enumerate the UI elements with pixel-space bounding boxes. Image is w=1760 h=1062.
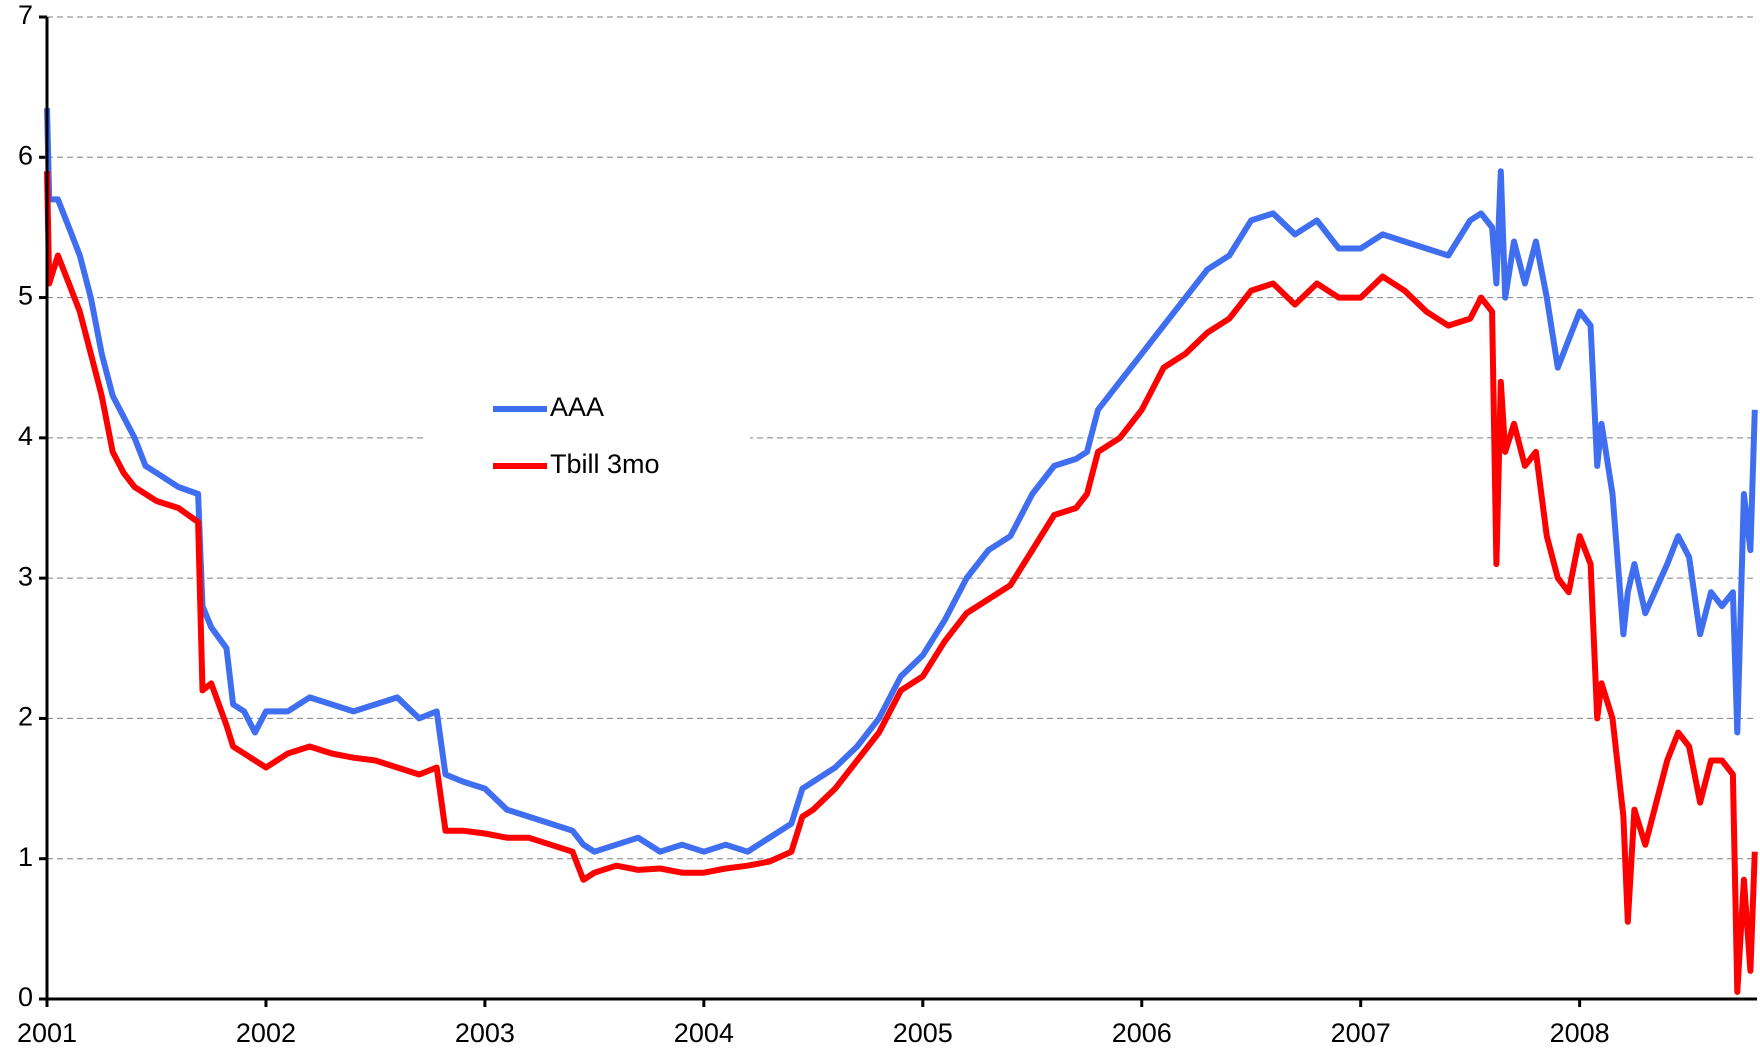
y-tick-label: 1 (18, 842, 33, 872)
series-line (44, 171, 1758, 995)
x-tick-label: 2008 (1550, 1018, 1610, 1048)
x-tick-label: 2005 (893, 1018, 953, 1048)
legend-label: AAA (550, 392, 604, 422)
y-tick-label: 6 (18, 140, 33, 170)
x-tick-label: 2003 (455, 1018, 515, 1048)
y-tick-label: 0 (18, 982, 33, 1012)
y-tick-label: 2 (18, 702, 33, 732)
x-tick-label: 2001 (17, 1018, 77, 1048)
y-tick-label: 5 (18, 281, 33, 311)
y-tick-label: 3 (18, 561, 33, 591)
x-tick-label: 2004 (674, 1018, 734, 1048)
y-tick-label: 4 (18, 421, 33, 451)
x-tick-label: 2006 (1112, 1018, 1172, 1048)
legend-label: Tbill 3mo (550, 449, 660, 479)
series-line (44, 108, 1758, 855)
x-tick-label: 2002 (236, 1018, 296, 1048)
legend-background (425, 385, 750, 505)
x-tick-label: 2007 (1331, 1018, 1391, 1048)
y-tick-label: 7 (18, 0, 33, 30)
